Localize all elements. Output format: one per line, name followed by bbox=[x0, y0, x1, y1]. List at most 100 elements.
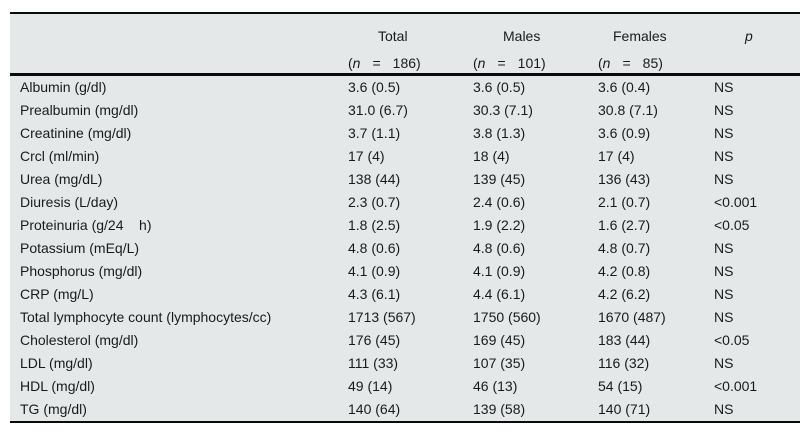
males-column-label: Males bbox=[503, 28, 541, 44]
cell-p: NS bbox=[714, 125, 734, 141]
row-label: Proteinuria (g/24 h) bbox=[20, 217, 152, 233]
cell-p: NS bbox=[714, 79, 734, 95]
cell-total: 49 (14) bbox=[348, 378, 393, 394]
cell-p: NS bbox=[714, 148, 734, 164]
cell-p: NS bbox=[714, 102, 734, 118]
cell-females: 116 (32) bbox=[598, 355, 650, 371]
females-n-line: (n = 85) bbox=[598, 49, 714, 77]
cell-total: 3.7 (1.1) bbox=[348, 125, 401, 141]
cell-total: 4.3 (6.1) bbox=[348, 286, 401, 302]
total-column-label: Total bbox=[378, 28, 408, 44]
cell-males: 4.4 (6.1) bbox=[473, 286, 526, 302]
cell-total: 1713 (567) bbox=[348, 309, 416, 325]
table-row: HDL (mg/dl) 49 (14) 46 (13) 54 (15) <0.0… bbox=[10, 375, 800, 398]
cell-males: 3.8 (1.3) bbox=[473, 125, 526, 141]
cell-males: 139 (58) bbox=[473, 401, 526, 417]
cell-females: 1.6 (2.7) bbox=[598, 217, 651, 233]
cell-females: 3.6 (0.4) bbox=[598, 79, 651, 95]
cell-males: 3.6 (0.5) bbox=[473, 79, 526, 95]
cell-males: 2.4 (0.6) bbox=[473, 194, 526, 210]
cell-total: 4.1 (0.9) bbox=[348, 263, 401, 279]
cell-total: 31.0 (6.7) bbox=[348, 102, 408, 118]
cell-males: 30.3 (7.1) bbox=[473, 102, 533, 118]
n-open: (n bbox=[473, 55, 486, 71]
cell-females: 4.8 (0.7) bbox=[598, 240, 651, 256]
cell-females: 3.6 (0.9) bbox=[598, 125, 651, 141]
equals-sign: = bbox=[372, 55, 381, 71]
row-label: Diuresis (L/day) bbox=[20, 194, 119, 210]
cell-males: 107 (35) bbox=[473, 355, 526, 371]
cell-total: 1.8 (2.5) bbox=[348, 217, 401, 233]
cell-males: 46 (13) bbox=[473, 378, 518, 394]
cell-p: NS bbox=[714, 240, 734, 256]
n-count: 85) bbox=[642, 55, 663, 71]
males-n-line: (n = 101) bbox=[473, 49, 598, 77]
row-label: Crcl (ml/min) bbox=[20, 148, 100, 164]
row-label: Total lymphocyte count (lymphocytes/cc) bbox=[20, 309, 272, 325]
column-header-spacer bbox=[10, 23, 348, 77]
column-header-total: Total (n = 186) bbox=[348, 23, 473, 77]
table-row: Cholesterol (mg/dl) 176 (45) 169 (45) 18… bbox=[10, 329, 800, 352]
table-row: CRP (mg/L) 4.3 (6.1) 4.4 (6.1) 4.2 (6.2)… bbox=[10, 283, 800, 306]
n-count: 186) bbox=[392, 55, 421, 71]
cell-p: NS bbox=[714, 263, 734, 279]
row-label: Prealbumin (mg/dl) bbox=[20, 102, 139, 118]
cell-total: 111 (33) bbox=[348, 355, 399, 371]
column-header-females: Females (n = 85) bbox=[598, 23, 714, 77]
n-open: (n bbox=[598, 55, 611, 71]
table-row: Creatinine (mg/dl) 3.7 (1.1) 3.8 (1.3) 3… bbox=[10, 122, 800, 145]
n-count: 101) bbox=[517, 55, 546, 71]
table-row: Albumin (g/dl) 3.6 (0.5) 3.6 (0.5) 3.6 (… bbox=[10, 76, 800, 99]
cell-p: NS bbox=[714, 286, 734, 302]
cell-p: <0.05 bbox=[714, 217, 750, 233]
total-n-line: (n = 186) bbox=[348, 49, 473, 77]
cell-females: 2.1 (0.7) bbox=[598, 194, 651, 210]
data-table: Total (n = 186) Males (n = 101) Females … bbox=[10, 12, 800, 423]
cell-total: 138 (44) bbox=[348, 171, 401, 187]
cell-females: 140 (71) bbox=[598, 401, 651, 417]
cell-females: 4.2 (6.2) bbox=[598, 286, 651, 302]
cell-p: <0.001 bbox=[714, 194, 758, 210]
table-row: Proteinuria (g/24 h) 1.8 (2.5) 1.9 (2.2)… bbox=[10, 214, 800, 237]
cell-p: NS bbox=[714, 171, 734, 187]
cell-total: 140 (64) bbox=[348, 401, 401, 417]
row-label: Cholesterol (mg/dl) bbox=[20, 332, 139, 348]
table-row: TG (mg/dl) 140 (64) 139 (58) 140 (71) NS bbox=[10, 398, 800, 421]
row-label: Albumin (g/dl) bbox=[20, 79, 107, 95]
table-row: LDL (mg/dl) 111 (33) 107 (35) 116 (32) N… bbox=[10, 352, 800, 375]
cell-males: 139 (45) bbox=[473, 171, 526, 187]
cell-females: 136 (43) bbox=[598, 171, 651, 187]
table-row: Phosphorus (mg/dl) 4.1 (0.9) 4.1 (0.9) 4… bbox=[10, 260, 800, 283]
row-label: Potassium (mEq/L) bbox=[20, 240, 140, 256]
table-row: Prealbumin (mg/dl) 31.0 (6.7) 30.3 (7.1)… bbox=[10, 99, 800, 122]
cell-p: NS bbox=[714, 309, 734, 325]
table-header: Total (n = 186) Males (n = 101) Females … bbox=[10, 14, 800, 76]
column-header-p: p bbox=[714, 23, 800, 77]
cell-total: 176 (45) bbox=[348, 332, 401, 348]
cell-total: 17 (4) bbox=[348, 148, 385, 164]
n-open: (n bbox=[348, 55, 361, 71]
table-row: Diuresis (L/day) 2.3 (0.7) 2.4 (0.6) 2.1… bbox=[10, 191, 800, 214]
row-label: Urea (mg/dL) bbox=[20, 171, 103, 187]
row-label: CRP (mg/L) bbox=[20, 286, 94, 302]
row-label: LDL (mg/dl) bbox=[20, 355, 93, 371]
table-row: Urea (mg/dL) 138 (44) 139 (45) 136 (43) … bbox=[10, 168, 800, 191]
row-label: HDL (mg/dl) bbox=[20, 378, 95, 394]
cell-females: 17 (4) bbox=[598, 148, 635, 164]
cell-females: 54 (15) bbox=[598, 378, 643, 394]
table-row: Total lymphocyte count (lymphocytes/cc) … bbox=[10, 306, 800, 329]
cell-total: 2.3 (0.7) bbox=[348, 194, 401, 210]
cell-males: 4.8 (0.6) bbox=[473, 240, 526, 256]
row-label: TG (mg/dl) bbox=[20, 401, 87, 417]
cell-p: NS bbox=[714, 355, 734, 371]
cell-males: 1750 (560) bbox=[473, 309, 541, 325]
cell-females: 30.8 (7.1) bbox=[598, 102, 658, 118]
table-row: Crcl (ml/min) 17 (4) 18 (4) 17 (4) NS bbox=[10, 145, 800, 168]
cell-total: 4.8 (0.6) bbox=[348, 240, 401, 256]
females-column-label: Females bbox=[613, 28, 667, 44]
cell-females: 1670 (487) bbox=[598, 309, 666, 325]
row-label: Phosphorus (mg/dl) bbox=[20, 263, 143, 279]
cell-p: <0.001 bbox=[714, 378, 758, 394]
cell-total: 3.6 (0.5) bbox=[348, 79, 401, 95]
table-row: Potassium (mEq/L) 4.8 (0.6) 4.8 (0.6) 4.… bbox=[10, 237, 800, 260]
